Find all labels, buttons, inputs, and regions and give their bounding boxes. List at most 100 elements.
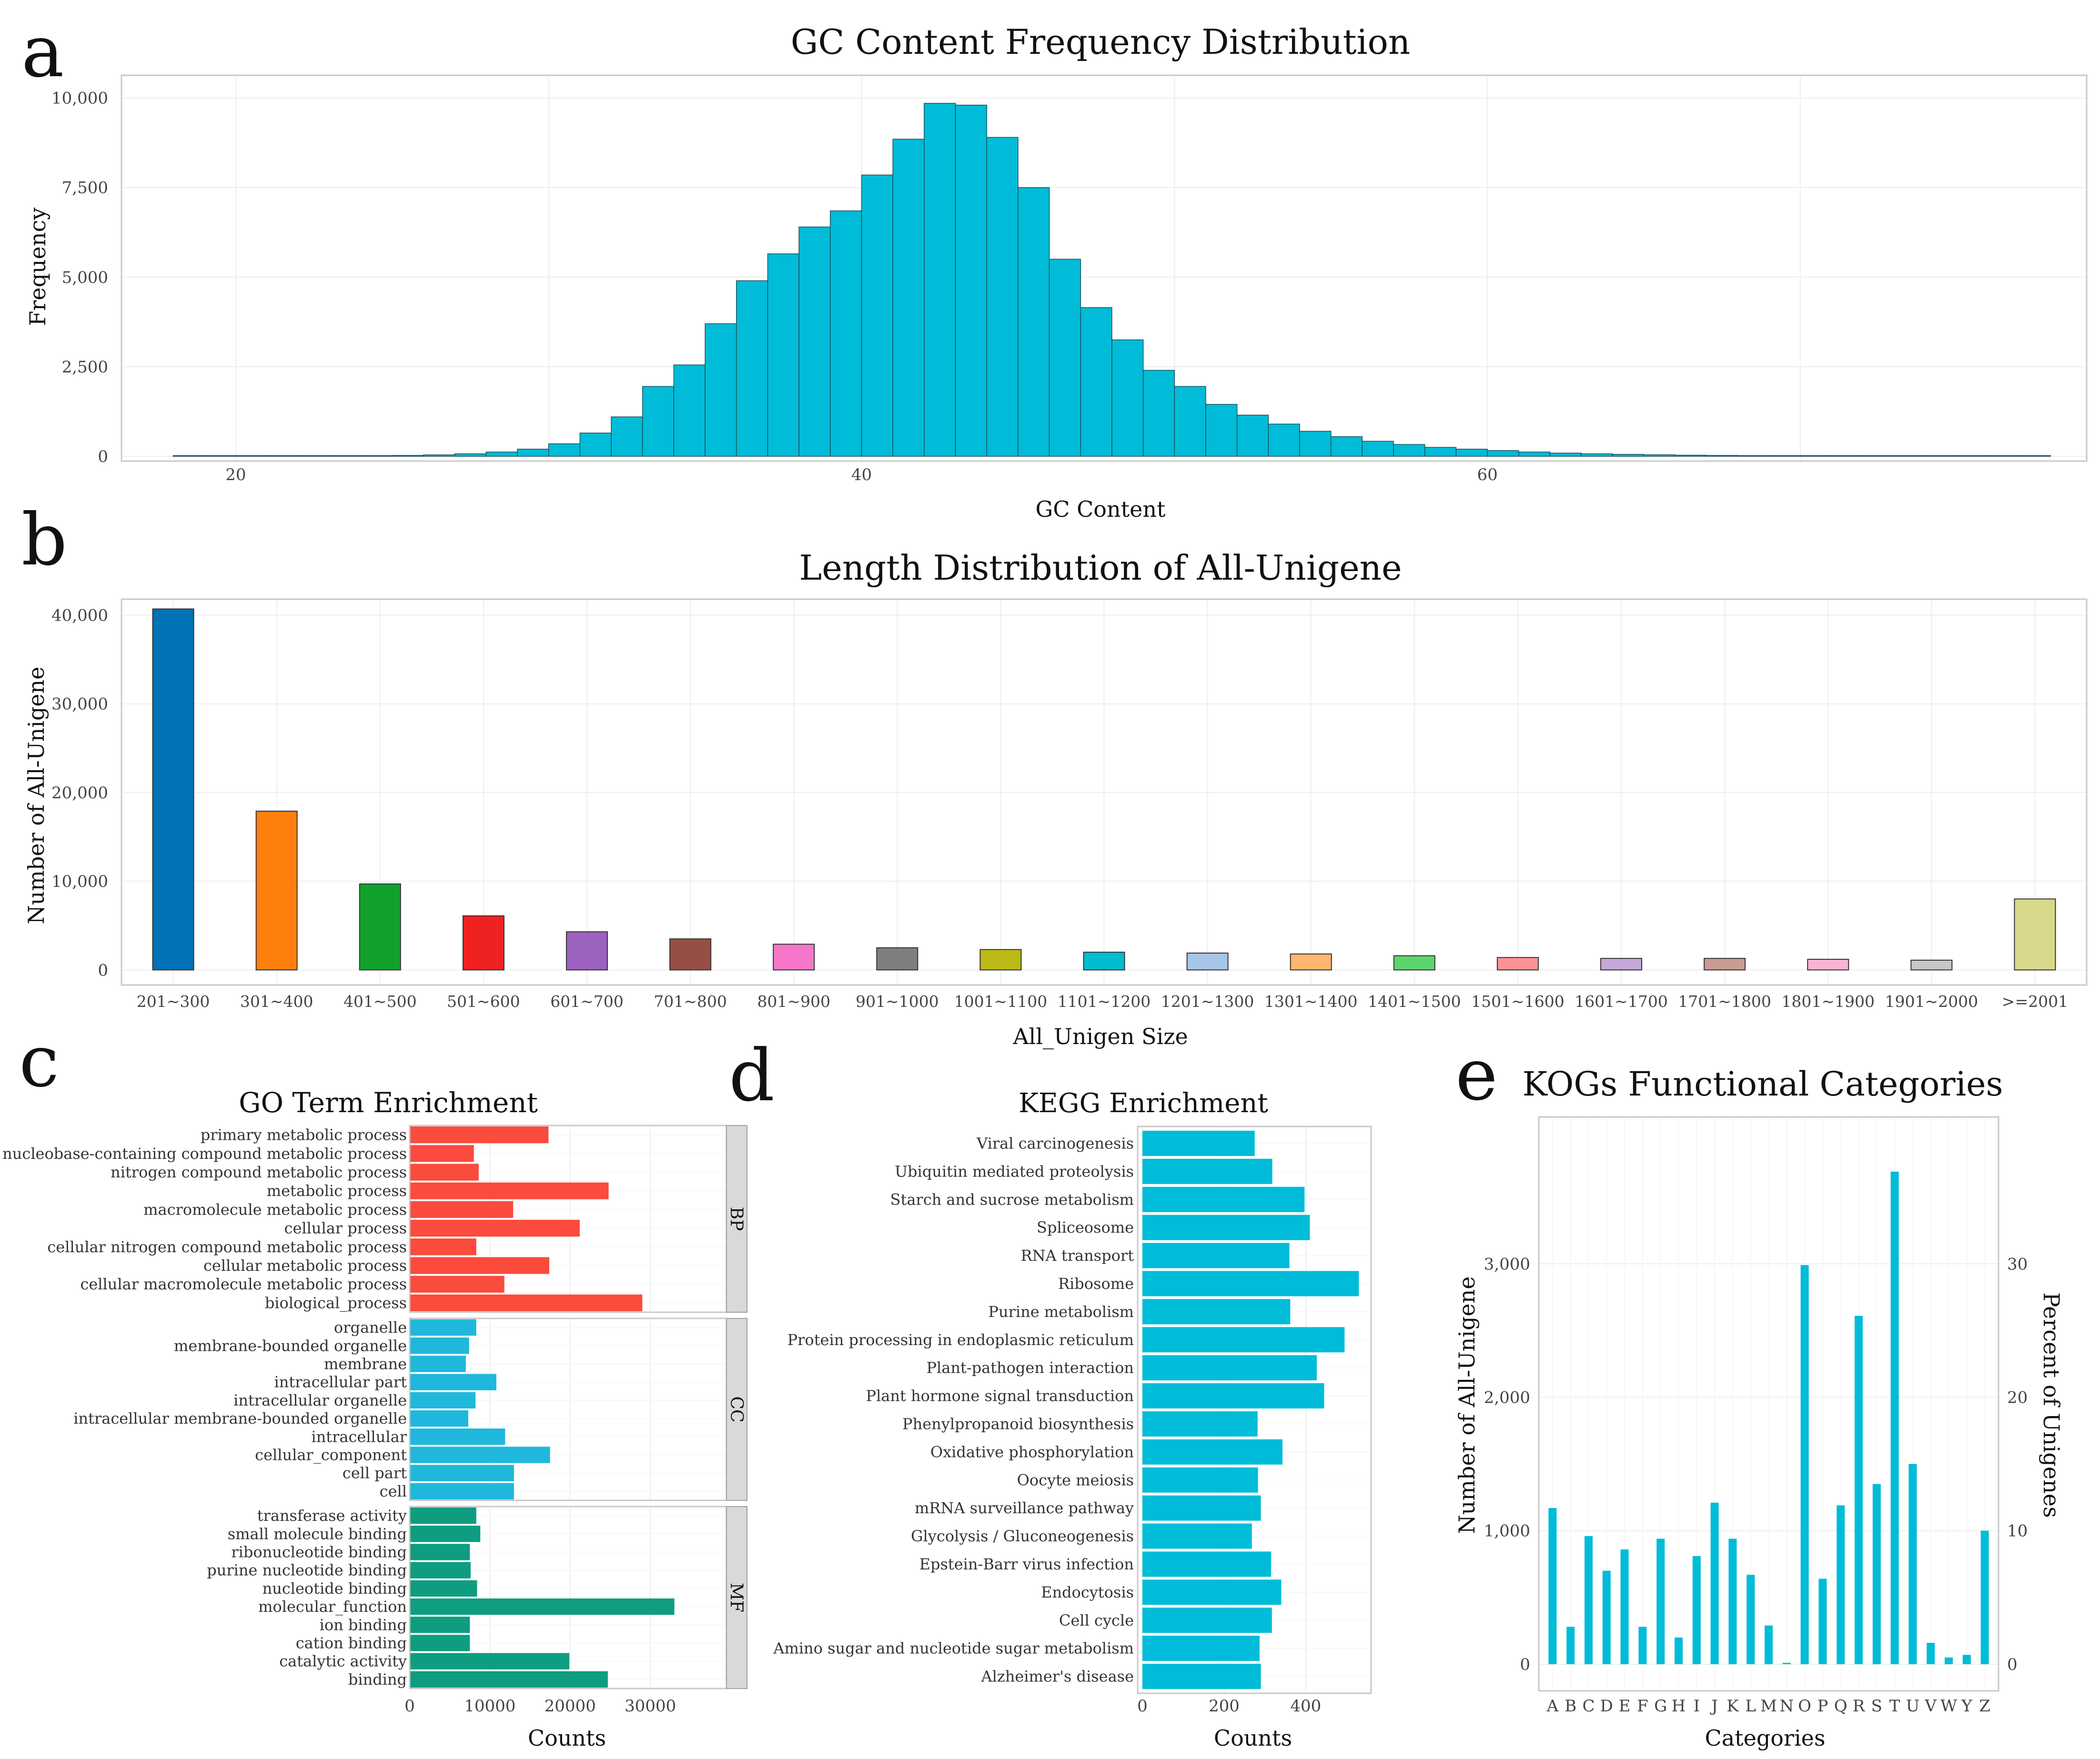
histogram-bar	[1487, 450, 1519, 457]
x-tick-label: T	[1889, 1697, 1900, 1716]
go-bar	[410, 1465, 514, 1481]
kog-bar	[1674, 1637, 1683, 1664]
kegg-bars-d	[1142, 1130, 1359, 1689]
length-bar	[1600, 958, 1643, 971]
x-tick-label: 501~600	[447, 992, 520, 1011]
go-term-label: macromolecule metabolic process	[143, 1200, 407, 1218]
histogram-bar	[673, 364, 706, 457]
go-term-label: organelle	[334, 1318, 407, 1337]
go-bar	[410, 1544, 470, 1560]
kegg-bar	[1142, 1271, 1359, 1297]
x-tick-label: 0	[404, 1697, 415, 1716]
kog-bar	[1764, 1625, 1773, 1664]
histogram-bar	[1800, 455, 1832, 457]
length-bar	[1807, 959, 1849, 971]
y-axis-label-a: Frequency	[25, 208, 50, 326]
histogram-bar	[1111, 339, 1144, 457]
length-bar	[979, 949, 1022, 971]
kegg-pathway-label: Ribosome	[1058, 1275, 1134, 1293]
kog-bar	[1728, 1538, 1737, 1664]
y-tick-label: 5,000	[62, 268, 108, 287]
go-bar	[410, 1392, 476, 1409]
histogram-bars-a	[172, 103, 2051, 457]
histogram-bar	[1080, 307, 1112, 457]
histogram-bar	[1737, 455, 1769, 457]
go-bar	[410, 1562, 471, 1578]
histogram-bar	[1675, 454, 1707, 457]
go-bar	[410, 1126, 549, 1144]
facet-strip-label: CC	[727, 1396, 746, 1422]
go-term-label: nucleobase-containing compound metabolic…	[2, 1145, 407, 1163]
facet-strip	[726, 1125, 747, 1313]
go-term-label: cellular nitrogen compound metabolic pro…	[47, 1238, 407, 1256]
histogram-bar	[360, 455, 393, 457]
x-tick-label: 60	[1477, 465, 1497, 484]
x-tick-label: 801~900	[757, 992, 830, 1011]
histogram-bar	[329, 455, 362, 457]
length-bar	[1910, 959, 1953, 971]
histogram-bar	[767, 253, 799, 457]
y-tick-label: 40,000	[51, 606, 108, 625]
go-bar	[410, 1356, 466, 1372]
chart-title-b: Length Distribution of All-Unigene	[799, 548, 1402, 588]
go-term-label: ribonucleotide binding	[231, 1543, 407, 1561]
x-tick-label: J	[1710, 1697, 1718, 1716]
length-bars-b	[152, 608, 2056, 971]
length-bar	[1083, 952, 1125, 971]
go-bar	[410, 1507, 476, 1524]
kegg-bar	[1142, 1186, 1305, 1212]
histogram-bar	[955, 104, 987, 457]
histogram-bar	[1049, 259, 1081, 457]
go-term-label: cellular metabolic process	[203, 1256, 407, 1275]
kog-bar	[1872, 1484, 1881, 1664]
y-tick-label: 0	[1520, 1655, 1530, 1674]
go-bar	[410, 1319, 476, 1336]
go-term-label: nucleotide binding	[262, 1579, 407, 1598]
kog-bar	[1854, 1316, 1863, 1664]
y-ticks-a: 0 2,500 5,000 7,500 10,000	[51, 89, 108, 466]
x-tick-label: V	[1924, 1697, 1937, 1716]
y-ticks-b: 0 10,000 20,000 30,000 40,000	[51, 606, 108, 980]
x-tick-label: E	[1619, 1697, 1631, 1716]
go-term-label: cellular_component	[255, 1446, 407, 1464]
kog-bar	[1602, 1570, 1611, 1664]
kegg-pathway-label: Ubiquitin mediated proteolysis	[895, 1162, 1134, 1180]
histogram-bar	[1518, 452, 1551, 457]
go-bar	[410, 1374, 496, 1390]
go-term-label: membrane	[324, 1355, 407, 1373]
y-tick-label: 20,000	[51, 784, 108, 803]
x-tick-label: 400	[1290, 1697, 1321, 1716]
histogram-bar	[517, 449, 549, 457]
kog-bar	[1710, 1502, 1719, 1664]
go-term-label: intracellular part	[274, 1373, 407, 1391]
grid-b	[121, 599, 2087, 985]
kegg-bar	[1142, 1579, 1282, 1605]
x-tick-label: F	[1637, 1697, 1648, 1716]
go-term-label: nitrogen compound metabolic process	[111, 1163, 407, 1181]
histogram-bar	[798, 226, 831, 457]
kegg-bar	[1142, 1411, 1258, 1437]
x-tick-label: 1501~1600	[1471, 992, 1565, 1011]
go-bar	[410, 1598, 675, 1615]
y-axis-label-b: Number of All-Unigene	[23, 667, 49, 925]
histogram-bar	[1862, 455, 1895, 457]
panel-b: b Length Distribution of All-Unigene All…	[21, 499, 2088, 1049]
kog-bar	[1782, 1662, 1791, 1664]
go-bar	[410, 1671, 608, 1688]
go-term-label: metabolic process	[267, 1182, 407, 1200]
go-term-label: membrane-bounded organelle	[174, 1337, 407, 1355]
histogram-bar	[1549, 452, 1582, 457]
histogram-bar	[924, 103, 956, 457]
kegg-bar	[1142, 1243, 1290, 1268]
go-bar	[410, 1483, 514, 1500]
kog-bar	[1837, 1505, 1845, 1664]
y-tick-label: 7,500	[62, 179, 108, 198]
kegg-pathway-label: Plant hormone signal transduction	[866, 1387, 1134, 1405]
kegg-pathway-label: Alzheimer's disease	[981, 1668, 1134, 1686]
chart-title-a: GC Content Frequency Distribution	[791, 22, 1411, 62]
kegg-pathway-label: Phenylpropanoid biosynthesis	[902, 1415, 1134, 1433]
kegg-bar	[1142, 1608, 1272, 1633]
x-tick-label: 0	[1137, 1697, 1148, 1716]
kegg-bar	[1142, 1664, 1261, 1689]
